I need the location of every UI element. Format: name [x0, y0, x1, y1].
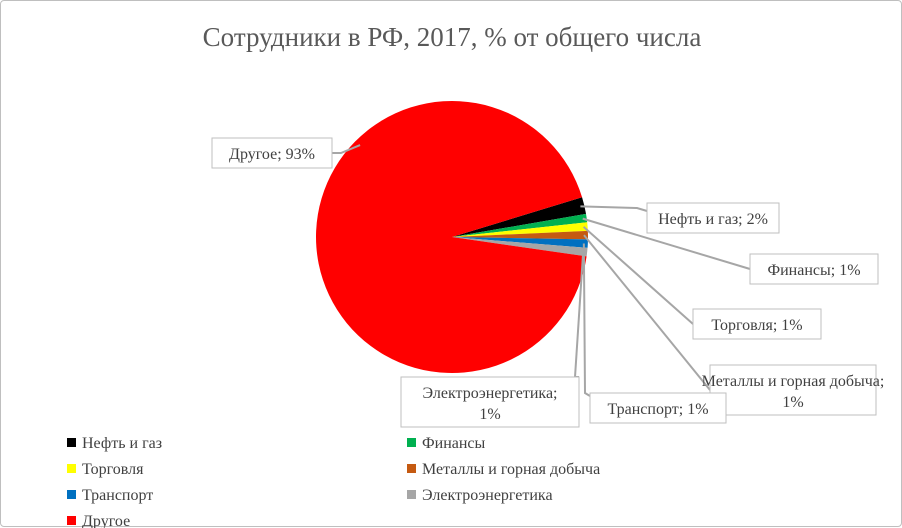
leader-line-1: [580, 205, 648, 212]
data-label-box-4: [709, 364, 877, 416]
legend-entry-4: Металлы и горная добыча: [422, 461, 600, 478]
pie-slice-1: [452, 197, 587, 237]
data-labels: Нефть и газ; 2% Финансы; 1% Торговля; 1% Ме…: [211, 137, 885, 428]
data-label-box-2: [749, 253, 879, 285]
chart-title: Сотрудники в РФ, 2017, % от общего числа: [203, 22, 702, 52]
legend-swatch-1: [67, 438, 76, 447]
leader-line-2: [582, 217, 751, 270]
legend-swatch-3: [67, 464, 76, 473]
data-label-3: Торговля; 1%: [711, 317, 802, 334]
pie-slice-2: [452, 213, 588, 237]
data-label-1: Нефть и газ; 2%: [658, 211, 768, 228]
data-label-box-3: [692, 308, 822, 340]
pie-slice-5: [452, 237, 588, 248]
legend-entry-2: Финансы: [422, 435, 486, 452]
pie-slice-3: [452, 222, 588, 237]
legend-entry-1: Нефть и газ: [82, 435, 162, 452]
legend-entry-7: Другое: [82, 513, 130, 528]
pie-slice-6: [452, 237, 588, 257]
legend-entry-3: Торговля: [82, 461, 144, 478]
legend-entry-6: Электроэнергетика: [422, 487, 553, 504]
leader-line-4: [583, 234, 711, 391]
pie-slice-4: [452, 230, 589, 240]
data-label-4-line-2: 1%: [782, 394, 803, 411]
pie-slices: [316, 100, 589, 373]
data-label-box-1: [646, 202, 780, 234]
legend-swatch-5: [67, 490, 76, 499]
data-label-4-line-1: Металлы и горная добыча;: [702, 373, 885, 390]
legend-swatch-2: [407, 438, 416, 447]
legend-swatch-7: [67, 516, 76, 525]
leader-line-5: [582, 243, 591, 397]
data-label-6-line-1: Электроэнергетика;: [423, 385, 558, 402]
data-label-6-line-2: 1%: [479, 406, 500, 423]
legend-entry-5: Транспорт: [82, 487, 153, 504]
legend-swatch-4: [407, 464, 416, 473]
data-label-2: Финансы; 1%: [767, 262, 860, 279]
data-label-box-5: [589, 392, 727, 424]
legend: Нефть и газ Финансы Торговля Металлы и горн…: [67, 435, 600, 528]
data-label-7: Другое; 93%: [229, 146, 315, 163]
leader-line-7: [332, 144, 361, 154]
data-label-box-7: [211, 137, 333, 169]
data-label-5: Транспорт; 1%: [607, 401, 708, 418]
leader-line-3: [582, 226, 694, 325]
data-label-box-6: [400, 376, 580, 428]
pie-slice-7: [316, 100, 587, 373]
legend-swatch-6: [407, 490, 416, 499]
